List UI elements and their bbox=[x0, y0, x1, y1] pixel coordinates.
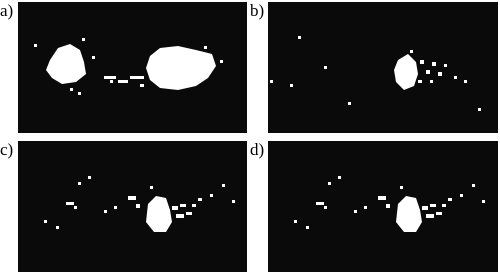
panel-c bbox=[18, 141, 247, 272]
panel-a bbox=[18, 2, 247, 133]
panel-label: b) bbox=[250, 1, 264, 20]
white-regions bbox=[34, 38, 223, 95]
panel-label: a) bbox=[0, 1, 13, 20]
panel-b bbox=[268, 2, 498, 133]
panel-label: d) bbox=[250, 140, 264, 159]
panel-label: c) bbox=[0, 140, 13, 159]
binary-image bbox=[18, 141, 247, 272]
binary-image bbox=[268, 141, 498, 272]
white-regions bbox=[270, 36, 481, 111]
white-regions bbox=[44, 176, 235, 232]
binary-image bbox=[268, 2, 498, 133]
panel-d bbox=[268, 141, 498, 272]
white-regions bbox=[294, 176, 485, 232]
